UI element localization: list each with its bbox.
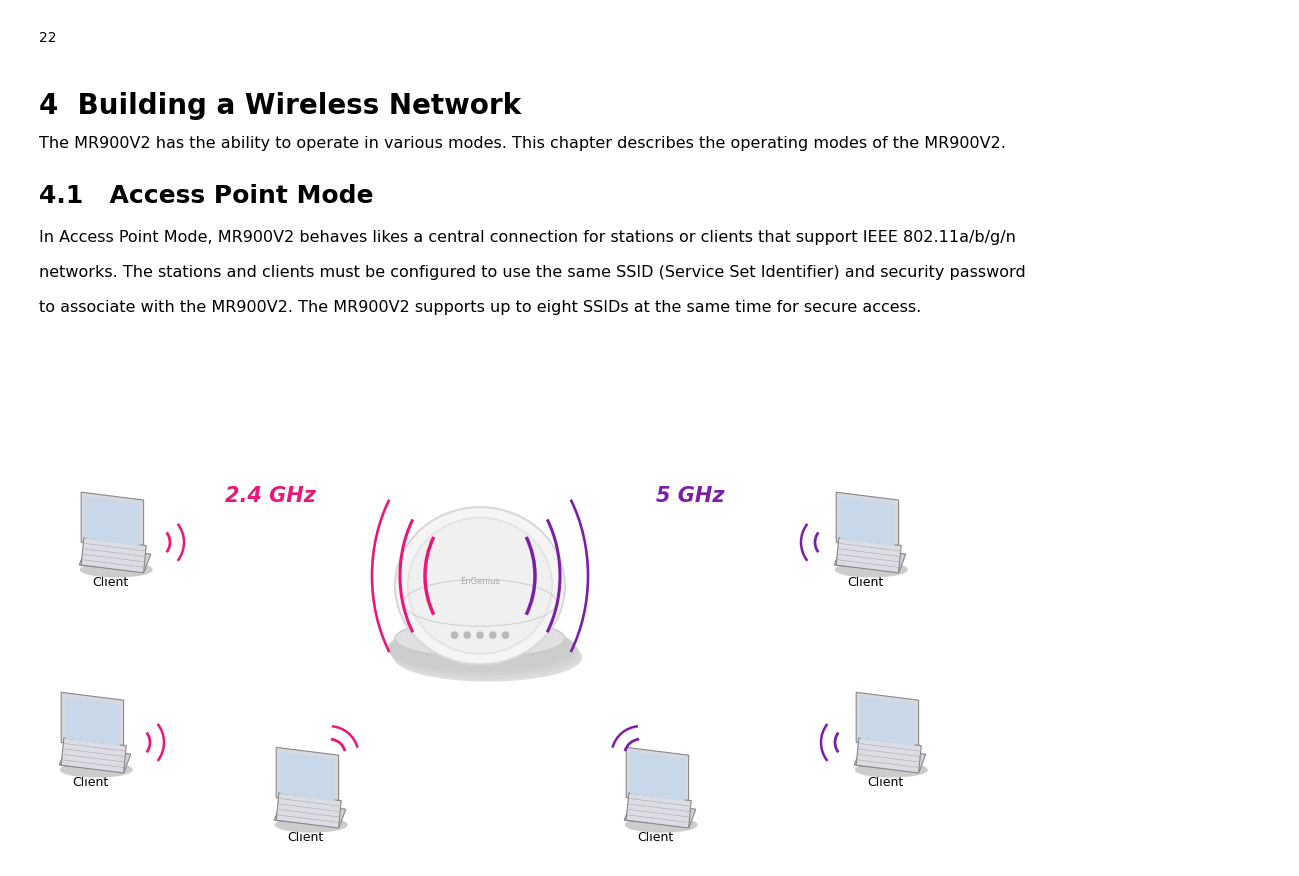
Text: to associate with the MR900V2. The MR900V2 supports up to eight SSIDs at the sam: to associate with the MR900V2. The MR900… [39,300,921,314]
Polygon shape [274,802,346,827]
Ellipse shape [835,562,907,576]
Ellipse shape [392,631,579,678]
Text: In Access Point Mode, MR900V2 behaves likes a central connection for stations or: In Access Point Mode, MR900V2 behaves li… [39,230,1016,244]
Polygon shape [281,752,335,802]
Polygon shape [65,696,120,746]
Polygon shape [856,692,918,750]
Ellipse shape [61,763,132,777]
Ellipse shape [856,763,927,777]
Polygon shape [82,538,147,573]
Text: EnGenius: EnGenius [460,577,500,586]
Ellipse shape [388,625,575,672]
Ellipse shape [275,817,347,832]
Text: 4.1   Access Point Mode: 4.1 Access Point Mode [39,184,374,208]
Polygon shape [277,747,339,805]
Polygon shape [630,752,685,802]
Circle shape [451,632,459,639]
Polygon shape [855,747,926,772]
Polygon shape [625,802,696,827]
Circle shape [488,632,496,639]
Polygon shape [626,793,691,828]
Text: 2.4 GHz: 2.4 GHz [225,486,316,505]
Circle shape [477,632,483,639]
Polygon shape [61,738,126,773]
Polygon shape [79,548,151,571]
Text: 4  Building a Wireless Network: 4 Building a Wireless Network [39,92,521,120]
Text: Client: Client [637,831,673,844]
Text: 5 GHz: 5 GHz [656,486,725,505]
Text: Client: Client [71,776,108,789]
Polygon shape [860,696,914,746]
Text: 22: 22 [39,31,56,45]
Ellipse shape [81,562,152,576]
Text: The MR900V2 has the ability to operate in various modes. This chapter describes : The MR900V2 has the ability to operate i… [39,136,1005,151]
Polygon shape [626,747,688,805]
Polygon shape [61,692,123,750]
Polygon shape [82,492,144,550]
Ellipse shape [626,817,698,832]
Text: Client: Client [866,776,903,789]
Polygon shape [277,793,342,828]
Polygon shape [60,747,131,772]
Polygon shape [834,548,905,571]
Circle shape [464,632,472,639]
Ellipse shape [395,619,565,658]
Polygon shape [840,496,895,547]
Ellipse shape [395,634,582,681]
Circle shape [501,632,509,639]
Polygon shape [86,496,140,547]
Polygon shape [837,492,899,550]
Text: networks. The stations and clients must be configured to use the same SSID (Serv: networks. The stations and clients must … [39,265,1026,279]
Ellipse shape [395,507,565,665]
Text: Client: Client [92,576,129,590]
Ellipse shape [391,628,578,675]
Ellipse shape [408,518,552,653]
Text: Client: Client [847,576,883,590]
Polygon shape [837,538,902,573]
Text: Client: Client [287,831,323,844]
Polygon shape [856,738,921,773]
